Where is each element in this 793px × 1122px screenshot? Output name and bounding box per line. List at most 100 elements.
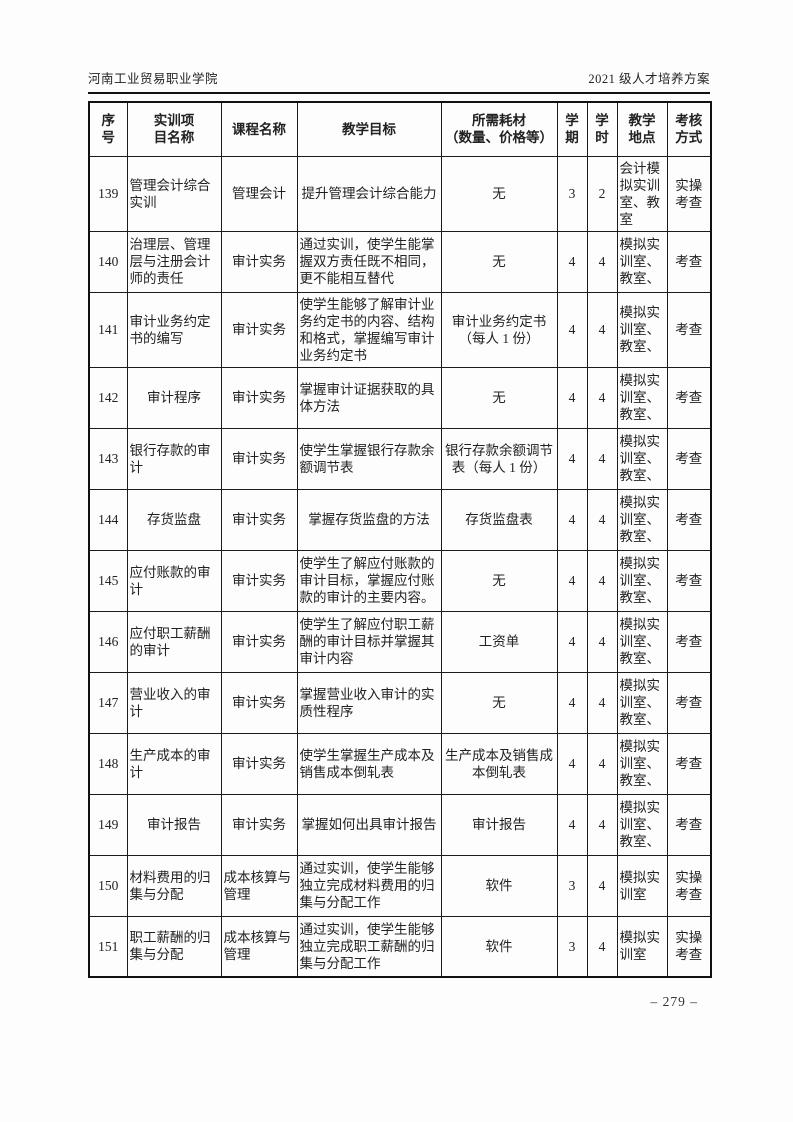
cell-course: 审计实务 [220, 732, 298, 795]
cell-course: 审计实务 [220, 291, 298, 368]
training-projects-table: 序 号 实训项 目名称 课程名称 教学目标 所需耗材 （数量、价格等） 学 期 … [88, 101, 712, 978]
cell-course: 审计实务 [220, 427, 298, 490]
cell-consumables: 软件 [440, 915, 558, 978]
cell-semester: 4 [556, 366, 588, 429]
table-row: 149 审计报告 审计实务 掌握如何出具审计报告 审计报告 4 4 模拟实训室、教室、 考查 [88, 793, 712, 856]
cell-project: 营业收入的审计 [126, 671, 222, 734]
cell-location: 会计模拟实训室、教室 [616, 155, 668, 232]
cell-assessment: 考查 [666, 230, 712, 293]
cell-course: 成本核算与管理 [220, 915, 298, 978]
header-course: 课程名称 [220, 101, 298, 157]
cell-location: 模拟实训室、教室、 [616, 366, 668, 429]
cell-consumables: 生产成本及销售成本倒轧表 [440, 732, 558, 795]
header-goal: 教学目标 [296, 101, 442, 157]
cell-goal: 使学生掌握银行存款余额调节表 [296, 427, 442, 490]
cell-consumables: 无 [440, 549, 558, 612]
table-row: 145 应付账款的审计 审计实务 使学生了解应付账款的审计目标，掌握应付账款的审计的主… [88, 549, 712, 612]
cell-course: 审计实务 [220, 488, 298, 551]
cell-project: 审计程序 [126, 366, 222, 429]
cell-course: 审计实务 [220, 610, 298, 673]
cell-hours: 4 [586, 671, 618, 734]
cell-consumables: 软件 [440, 854, 558, 917]
header-seq: 序 号 [88, 101, 128, 157]
college-name: 河南工业贸易职业学院 [88, 72, 219, 86]
cell-goal: 使学生了解应付职工薪酬的审计目标并掌握其审计内容 [296, 610, 442, 673]
cell-assessment: 考查 [666, 291, 712, 368]
cell-course: 审计实务 [220, 671, 298, 734]
cell-hours: 4 [586, 610, 618, 673]
cell-assessment: 实操考查 [666, 155, 712, 232]
page-content: 河南工业贸易职业学院 2021 级人才培养方案 序 号 实训项 目名称 课程名称… [88, 68, 712, 1010]
cell-seq: 145 [88, 549, 128, 612]
cell-course: 审计实务 [220, 366, 298, 429]
cell-location: 模拟实训室、教室、 [616, 549, 668, 612]
cell-hours: 4 [586, 427, 618, 490]
cell-seq: 143 [88, 427, 128, 490]
cell-project: 治理层、管理层与注册会计师的责任 [126, 230, 222, 293]
header-semester: 学 期 [556, 101, 588, 157]
cell-consumables: 无 [440, 155, 558, 232]
table-row: 144 存货监盘 审计实务 掌握存货监盘的方法 存货监盘表 4 4 模拟实训室、教室、 考查 [88, 488, 712, 551]
cell-goal: 提升管理会计综合能力 [296, 155, 442, 232]
cell-goal: 通过实训，使学生能够独立完成材料费用的归集与分配工作 [296, 854, 442, 917]
cell-goal: 使学生了解应付账款的审计目标，掌握应付账款的审计的主要内容。 [296, 549, 442, 612]
cell-location: 模拟实训室、教室、 [616, 610, 668, 673]
table-row: 140 治理层、管理层与注册会计师的责任 审计实务 通过实训，使学生能掌握双方责任既不… [88, 230, 712, 293]
cell-assessment: 实操考查 [666, 854, 712, 917]
table-header-row: 序 号 实训项 目名称 课程名称 教学目标 所需耗材 （数量、价格等） 学 期 … [88, 101, 712, 157]
cell-course: 管理会计 [220, 155, 298, 232]
header-project: 实训项 目名称 [126, 101, 222, 157]
cell-goal: 使学生能够了解审计业务约定书的内容、结构和格式，掌握编写审计业务约定书 [296, 291, 442, 368]
cell-seq: 148 [88, 732, 128, 795]
cell-project: 审计业务约定书的编写 [126, 291, 222, 368]
cell-project: 应付账款的审计 [126, 549, 222, 612]
cell-location: 模拟实训室、教室、 [616, 427, 668, 490]
cell-consumables: 存货监盘表 [440, 488, 558, 551]
cell-assessment: 考查 [666, 671, 712, 734]
cell-location: 模拟实训室 [616, 915, 668, 978]
cell-semester: 4 [556, 732, 588, 795]
page-footer: – 279 – [88, 994, 710, 1010]
table-row: 150 材料费用的归集与分配 成本核算与管理 通过实训，使学生能够独立完成材料费用的归… [88, 854, 712, 917]
cell-seq: 139 [88, 155, 128, 232]
cell-seq: 141 [88, 291, 128, 368]
cell-goal: 掌握营业收入审计的实质性程序 [296, 671, 442, 734]
cell-goal: 使学生掌握生产成本及销售成本倒轧表 [296, 732, 442, 795]
table-row: 141 审计业务约定书的编写 审计实务 使学生能够了解审计业务约定书的内容、结构和格式… [88, 291, 712, 368]
cell-seq: 144 [88, 488, 128, 551]
cell-goal: 掌握如何出具审计报告 [296, 793, 442, 856]
cell-project: 管理会计综合实训 [126, 155, 222, 232]
table-row: 146 应付职工薪酬的审计 审计实务 使学生了解应付职工薪酬的审计目标并掌握其审计内容… [88, 610, 712, 673]
page-number: – 279 – [650, 994, 698, 1009]
cell-hours: 4 [586, 230, 618, 293]
cell-consumables: 工资单 [440, 610, 558, 673]
table-row: 143 银行存款的审计 审计实务 使学生掌握银行存款余额调节表 银行存款余额调节表（每人… [88, 427, 712, 490]
cell-project: 职工薪酬的归集与分配 [126, 915, 222, 978]
cell-course: 审计实务 [220, 230, 298, 293]
cell-project: 存货监盘 [126, 488, 222, 551]
cell-hours: 4 [586, 488, 618, 551]
cell-assessment: 考查 [666, 610, 712, 673]
cell-hours: 4 [586, 915, 618, 978]
cell-seq: 142 [88, 366, 128, 429]
cell-project: 应付职工薪酬的审计 [126, 610, 222, 673]
cell-hours: 4 [586, 549, 618, 612]
table-row: 151 职工薪酬的归集与分配 成本核算与管理 通过实训，使学生能够独立完成职工薪酬的归… [88, 915, 712, 978]
cell-semester: 3 [556, 854, 588, 917]
cell-location: 模拟实训室、教室、 [616, 732, 668, 795]
cell-course: 审计实务 [220, 793, 298, 856]
table-row: 147 营业收入的审计 审计实务 掌握营业收入审计的实质性程序无 4 4 模拟实训室、教室、… [88, 671, 712, 734]
cell-semester: 4 [556, 793, 588, 856]
cell-assessment: 考查 [666, 732, 712, 795]
cell-semester: 3 [556, 155, 588, 232]
cell-hours: 4 [586, 291, 618, 368]
cell-hours: 4 [586, 793, 618, 856]
cell-seq: 150 [88, 854, 128, 917]
table-body: 139 管理会计综合实训 管理会计 提升管理会计综合能力无 3 2 会计模拟实训室、教室 实操… [88, 155, 712, 978]
cell-location: 模拟实训室、教室、 [616, 230, 668, 293]
cell-semester: 4 [556, 549, 588, 612]
cell-seq: 146 [88, 610, 128, 673]
cell-project: 银行存款的审计 [126, 427, 222, 490]
cell-hours: 2 [586, 155, 618, 232]
cell-hours: 4 [586, 366, 618, 429]
